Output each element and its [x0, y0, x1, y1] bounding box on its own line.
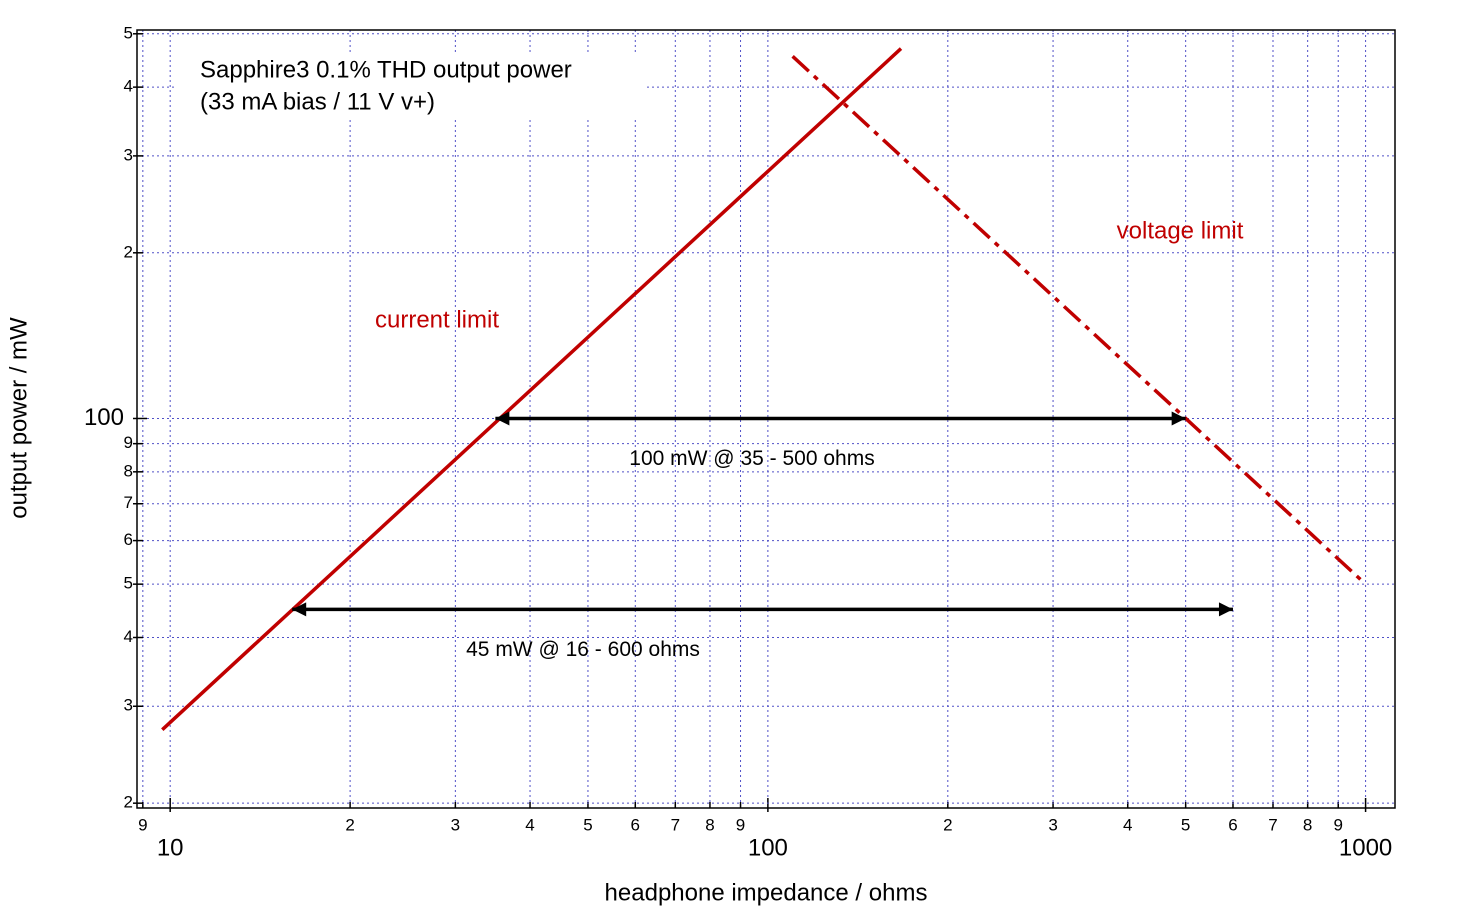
x-tick-label: 3: [1048, 815, 1057, 834]
annotation: 100 mW @ 35 - 500 ohms: [629, 447, 874, 470]
y-tick-label: 9: [124, 433, 133, 452]
y-tick-label: 5: [124, 23, 133, 42]
x-tick-label: 2: [943, 815, 952, 834]
title-backdrop: [175, 52, 645, 120]
series-line: [161, 47, 903, 731]
x-tick-label: 8: [705, 815, 714, 834]
series-line: [791, 55, 1367, 586]
y-tick-label: 5: [124, 574, 133, 593]
chart-subtitle: (33 mA bias / 11 V v+): [200, 88, 435, 115]
x-tick-label: 1000: [1339, 834, 1392, 861]
x-tick-label: 7: [671, 815, 680, 834]
x-tick-label: 5: [583, 815, 592, 834]
x-tick-label: 4: [525, 815, 534, 834]
y-tick-label: 4: [124, 627, 133, 646]
x-tick-label: 9: [1333, 815, 1342, 834]
annotation: 45 mW @ 16 - 600 ohms: [466, 638, 700, 661]
x-tick-label: 10: [157, 834, 184, 861]
y-tick-label: 7: [124, 493, 133, 512]
x-tick-label: 4: [1123, 815, 1132, 834]
x-tick-label: 6: [1228, 815, 1237, 834]
x-tick-label: 7: [1268, 815, 1277, 834]
chart-title: Sapphire3 0.1% THD output power: [200, 56, 572, 83]
x-tick-label: 2: [345, 815, 354, 834]
series-label: voltage limit: [1117, 217, 1244, 244]
y-tick-label: 2: [124, 242, 133, 261]
y-tick-label: 100: [84, 404, 124, 431]
y-tick-label: 4: [124, 77, 133, 96]
y-tick-label: 2: [124, 793, 133, 812]
x-tick-label: 100: [748, 834, 788, 861]
x-tick-label: 5: [1181, 815, 1190, 834]
x-tick-label: 9: [736, 815, 745, 834]
plot-frame: [136, 29, 1396, 809]
y-tick-label: 3: [124, 145, 133, 164]
x-tick-label: 9: [138, 815, 147, 834]
y-tick-label: 3: [124, 696, 133, 715]
series-label: current limit: [375, 306, 499, 333]
x-tick-label: 3: [451, 815, 460, 834]
y-axis-label: output power / mW: [5, 317, 32, 519]
x-tick-label: 6: [631, 815, 640, 834]
y-tick-label: 8: [124, 461, 133, 480]
x-axis-label: headphone impedance / ohms: [605, 879, 928, 906]
y-tick-label: 6: [124, 530, 133, 549]
x-tick-label: 8: [1303, 815, 1312, 834]
